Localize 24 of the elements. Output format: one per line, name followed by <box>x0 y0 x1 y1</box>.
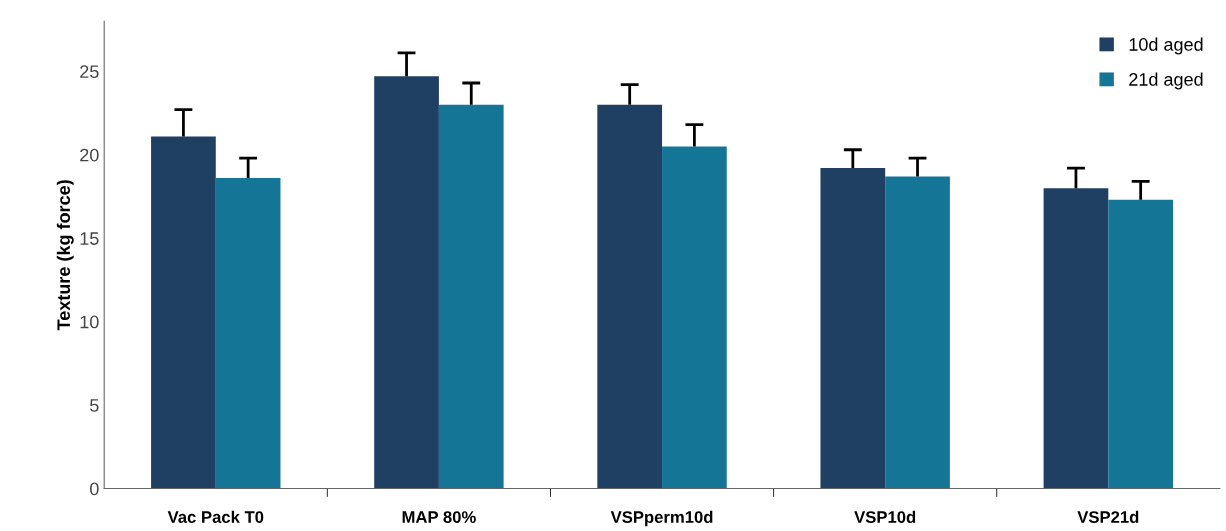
x-tick-label: MAP 80% <box>402 511 476 523</box>
bar <box>1043 188 1109 489</box>
x-tick-label: VSP21d <box>1077 510 1139 523</box>
x-tick-label: Vac Pack T0 <box>167 510 264 523</box>
x-tick-label: VSP10d <box>854 510 916 523</box>
bar <box>151 136 216 489</box>
bar <box>215 178 281 489</box>
y-tick-label: 0 <box>90 482 99 496</box>
y-tick-label: 5 <box>90 399 99 412</box>
bar <box>438 104 504 489</box>
y-tick-label: 20 <box>80 148 99 162</box>
bar <box>597 104 663 489</box>
legend-label: 10d aged <box>1129 37 1203 55</box>
x-tick-label: VSPperm10d <box>610 510 713 527</box>
y-tick-label: 10 <box>80 315 99 329</box>
bar <box>662 146 727 489</box>
y-tick-label: 15 <box>80 232 99 245</box>
bar <box>820 168 886 489</box>
y-axis-title: Texture (kg force) <box>56 180 74 331</box>
bar <box>374 76 439 489</box>
y-tick-label: 25 <box>80 65 99 79</box>
bar <box>885 176 950 489</box>
legend-label: 21d aged <box>1129 72 1203 90</box>
bar <box>1108 199 1174 489</box>
